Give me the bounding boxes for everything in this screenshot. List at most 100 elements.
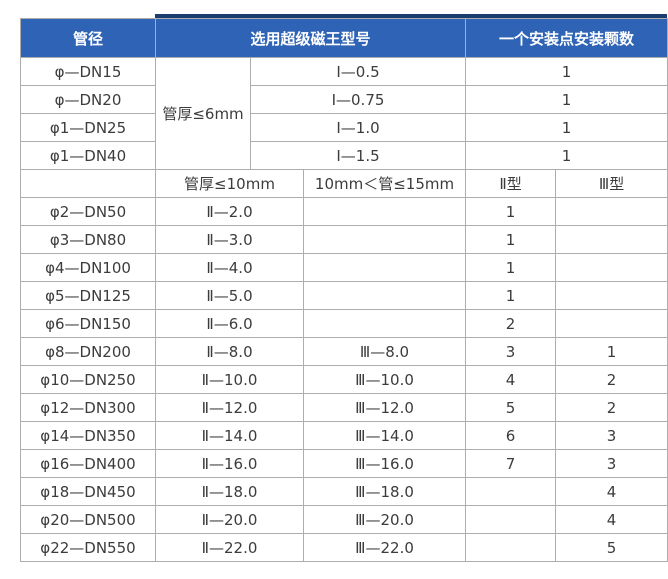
install-count-cell: 1 [465, 57, 668, 86]
model-type2-cell: Ⅱ—10.0 [155, 365, 304, 394]
pipe-diameter-cell: φ16—DN400 [20, 449, 156, 478]
model-type3-cell: Ⅲ—8.0 [302, 337, 467, 366]
model-type1-cell: Ⅰ—1.0 [249, 113, 467, 142]
table-row: φ22—DN550 Ⅱ—22.0 Ⅲ—22.0 5 [20, 533, 668, 562]
pipe-diameter-cell: φ8—DN200 [20, 337, 156, 366]
header-pipe-diameter: 管径 [20, 18, 156, 58]
count-type3-cell: 2 [555, 365, 668, 394]
pipe-diameter-cell: φ3—DN80 [20, 225, 156, 254]
header-top-accent-bar [155, 14, 667, 19]
model-type3-cell [302, 225, 467, 254]
install-count-cell: 1 [465, 85, 668, 114]
model-type3-cell: Ⅲ—16.0 [302, 449, 467, 478]
model-type3-cell: Ⅲ—10.0 [302, 365, 467, 394]
model-type2-cell: Ⅱ—20.0 [155, 505, 304, 534]
model-type2-cell: Ⅱ—22.0 [155, 533, 304, 562]
model-type2-cell: Ⅱ—14.0 [155, 421, 304, 450]
count-type2-cell: 1 [465, 281, 557, 310]
pipe-diameter-cell: φ1—DN25 [20, 113, 156, 142]
count-type2-cell: 4 [465, 365, 557, 394]
count-type3-cell: 1 [555, 337, 668, 366]
model-type2-cell: Ⅱ—8.0 [155, 337, 304, 366]
count-type2-cell: 1 [465, 197, 557, 226]
table-row: φ20—DN500 Ⅱ—20.0 Ⅲ—20.0 4 [20, 505, 668, 534]
model-type2-cell: Ⅱ—12.0 [155, 393, 304, 422]
model-type3-cell [302, 253, 467, 282]
count-type2-cell: 7 [465, 449, 557, 478]
pipe-diameter-cell: φ14—DN350 [20, 421, 156, 450]
subheader-type3: Ⅲ型 [555, 169, 668, 198]
count-type3-cell: 5 [555, 533, 668, 562]
subheader-thickness-15mm: 10mm＜管≤15mm [302, 169, 467, 198]
model-type3-cell: Ⅲ—12.0 [302, 393, 467, 422]
table-row: φ8—DN200 Ⅱ—8.0 Ⅲ—8.0 3 1 [20, 337, 668, 366]
count-type3-cell [555, 225, 668, 254]
header-model: 选用超级磁王型号 [154, 18, 467, 58]
thickness-6mm-cell: 管厚≤6mm [155, 57, 251, 170]
table-row: φ1—DN40 Ⅰ—1.5 1 [20, 141, 668, 170]
table-row: φ—DN15 管厚≤6mm Ⅰ—0.5 1 [20, 57, 668, 170]
count-type3-cell: 4 [555, 477, 668, 506]
table-row: φ3—DN80 Ⅱ—3.0 1 [20, 225, 668, 254]
model-type3-cell [302, 197, 467, 226]
table-subheader-row: 管厚≤10mm 10mm＜管≤15mm Ⅱ型 Ⅲ型 [20, 169, 668, 198]
count-type2-cell: 3 [465, 337, 557, 366]
pipe-diameter-cell: φ22—DN550 [20, 533, 156, 562]
subheader-thickness-10mm: 管厚≤10mm [155, 169, 304, 198]
count-type3-cell: 3 [555, 449, 668, 478]
subheader-empty-cell [20, 169, 156, 198]
model-type1-cell: Ⅰ—0.75 [249, 85, 467, 114]
magnet-selection-table: 管径 选用超级磁王型号 一个安装点安装颗数 φ—DN15 管厚≤6mm Ⅰ—0.… [20, 18, 668, 562]
model-type2-cell: Ⅱ—18.0 [155, 477, 304, 506]
count-type3-cell [555, 281, 668, 310]
pipe-diameter-cell: φ20—DN500 [20, 505, 156, 534]
table-row: φ10—DN250 Ⅱ—10.0 Ⅲ—10.0 4 2 [20, 365, 668, 394]
pipe-diameter-cell: φ5—DN125 [20, 281, 156, 310]
table-row: φ6—DN150 Ⅱ—6.0 2 [20, 309, 668, 338]
count-type2-cell [465, 477, 557, 506]
model-type2-cell: Ⅱ—3.0 [155, 225, 304, 254]
table-row: φ2—DN50 Ⅱ—2.0 1 [20, 197, 668, 226]
count-type3-cell [555, 309, 668, 338]
pipe-diameter-cell: φ4—DN100 [20, 253, 156, 282]
model-type3-cell [302, 309, 467, 338]
model-type2-cell: Ⅱ—4.0 [155, 253, 304, 282]
table-row: φ1—DN25 Ⅰ—1.0 1 [20, 113, 668, 142]
install-count-cell: 1 [465, 113, 668, 142]
count-type2-cell: 1 [465, 225, 557, 254]
count-type3-cell [555, 253, 668, 282]
pipe-diameter-cell: φ—DN20 [20, 85, 156, 114]
count-type2-cell: 5 [465, 393, 557, 422]
model-type3-cell: Ⅲ—22.0 [302, 533, 467, 562]
table-row: φ14—DN350 Ⅱ—14.0 Ⅲ—14.0 6 3 [20, 421, 668, 450]
count-type2-cell [465, 505, 557, 534]
table-row: φ18—DN450 Ⅱ—18.0 Ⅲ—18.0 4 [20, 477, 668, 506]
header-install-count: 一个安装点安装颗数 [465, 18, 668, 58]
pipe-diameter-cell: φ18—DN450 [20, 477, 156, 506]
count-type2-cell: 1 [465, 253, 557, 282]
install-count-cell: 1 [465, 141, 668, 170]
model-type3-cell [302, 281, 467, 310]
model-type2-cell: Ⅱ—16.0 [155, 449, 304, 478]
pipe-diameter-cell: φ2—DN50 [20, 197, 156, 226]
model-type2-cell: Ⅱ—6.0 [155, 309, 304, 338]
count-type3-cell: 2 [555, 393, 668, 422]
pipe-diameter-cell: φ—DN15 [20, 57, 156, 86]
count-type2-cell [465, 533, 557, 562]
pipe-diameter-cell: φ6—DN150 [20, 309, 156, 338]
pipe-diameter-cell: φ10—DN250 [20, 365, 156, 394]
model-type3-cell: Ⅲ—18.0 [302, 477, 467, 506]
model-type2-cell: Ⅱ—2.0 [155, 197, 304, 226]
table-row: φ16—DN400 Ⅱ—16.0 Ⅲ—16.0 7 3 [20, 449, 668, 478]
count-type3-cell: 3 [555, 421, 668, 450]
model-type3-cell: Ⅲ—20.0 [302, 505, 467, 534]
count-type3-cell [555, 197, 668, 226]
table-row: φ12—DN300 Ⅱ—12.0 Ⅲ—12.0 5 2 [20, 393, 668, 422]
count-type3-cell: 4 [555, 505, 668, 534]
table-row: φ5—DN125 Ⅱ—5.0 1 [20, 281, 668, 310]
table-header-row: 管径 选用超级磁王型号 一个安装点安装颗数 [20, 18, 668, 58]
table-row: φ4—DN100 Ⅱ—4.0 1 [20, 253, 668, 282]
model-type1-cell: Ⅰ—0.5 [249, 57, 467, 86]
model-type1-cell: Ⅰ—1.5 [249, 141, 467, 170]
